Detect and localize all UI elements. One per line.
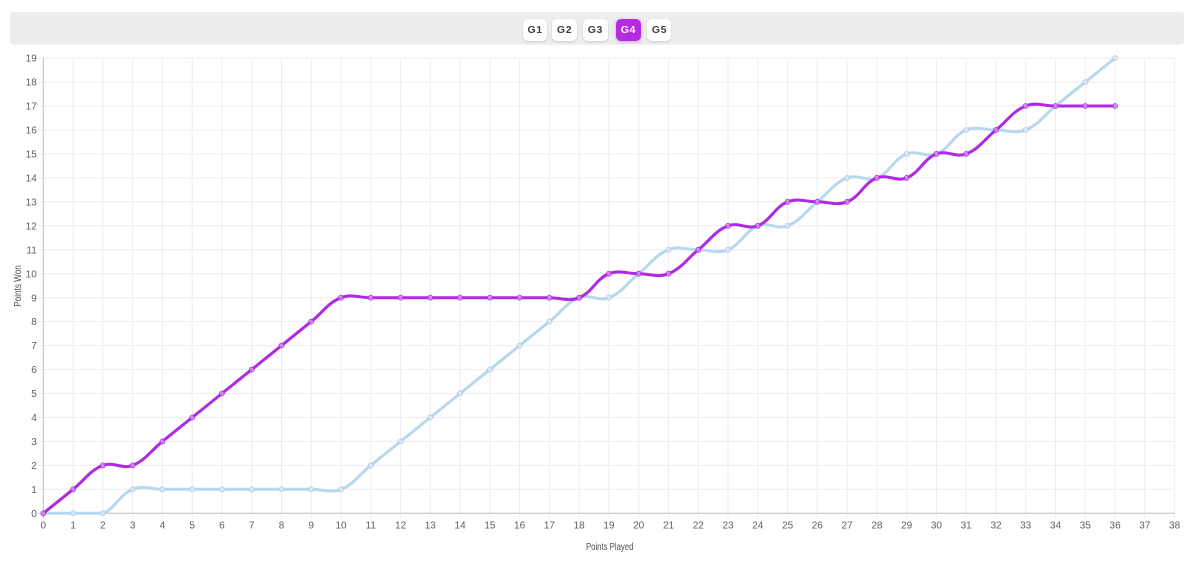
svg-text:4: 4 [160, 521, 166, 532]
svg-text:0: 0 [41, 521, 47, 532]
svg-text:14: 14 [455, 521, 467, 532]
svg-text:1: 1 [70, 521, 76, 532]
svg-text:19: 19 [603, 521, 615, 532]
svg-text:12: 12 [26, 221, 38, 232]
svg-text:35: 35 [1080, 521, 1092, 532]
svg-text:16: 16 [514, 521, 526, 532]
svg-text:28: 28 [871, 521, 883, 532]
svg-text:10: 10 [335, 521, 347, 532]
svg-text:26: 26 [812, 521, 824, 532]
svg-text:7: 7 [249, 521, 255, 532]
svg-text:11: 11 [366, 521, 377, 532]
svg-text:18: 18 [574, 521, 586, 532]
svg-text:17: 17 [544, 521, 556, 532]
svg-text:29: 29 [901, 521, 913, 532]
svg-text:18: 18 [26, 78, 38, 89]
svg-text:Points Won: Points Won [13, 265, 24, 307]
svg-text:23: 23 [722, 521, 734, 532]
svg-text:21: 21 [663, 521, 675, 532]
svg-text:27: 27 [842, 521, 854, 532]
svg-text:13: 13 [425, 521, 437, 532]
svg-text:20: 20 [633, 521, 645, 532]
svg-text:38: 38 [1169, 521, 1181, 532]
svg-text:7: 7 [31, 341, 37, 352]
svg-text:37: 37 [1139, 521, 1151, 532]
svg-text:2: 2 [31, 461, 37, 472]
svg-text:6: 6 [31, 365, 37, 376]
svg-text:25: 25 [782, 521, 794, 532]
svg-text:32: 32 [990, 521, 1002, 532]
svg-text:8: 8 [279, 521, 285, 532]
svg-text:2: 2 [100, 521, 106, 532]
svg-text:0: 0 [31, 509, 37, 520]
svg-text:1: 1 [31, 485, 37, 496]
svg-text:24: 24 [752, 521, 764, 532]
svg-text:36: 36 [1110, 521, 1122, 532]
svg-text:5: 5 [31, 389, 37, 400]
svg-text:34: 34 [1050, 521, 1062, 532]
svg-text:15: 15 [484, 521, 496, 532]
svg-text:16: 16 [26, 126, 38, 137]
svg-text:9: 9 [31, 293, 37, 304]
svg-text:14: 14 [26, 174, 38, 185]
svg-text:31: 31 [961, 521, 973, 532]
svg-text:6: 6 [219, 521, 225, 532]
svg-text:15: 15 [26, 150, 38, 161]
svg-text:30: 30 [931, 521, 943, 532]
svg-text:8: 8 [31, 317, 37, 328]
svg-text:10: 10 [26, 269, 38, 280]
svg-text:3: 3 [31, 437, 37, 448]
svg-text:9: 9 [308, 521, 314, 532]
svg-text:13: 13 [26, 197, 38, 208]
svg-text:5: 5 [189, 521, 195, 532]
svg-text:4: 4 [31, 413, 37, 424]
svg-text:3: 3 [130, 521, 136, 532]
svg-text:33: 33 [1020, 521, 1032, 532]
svg-text:17: 17 [26, 102, 38, 113]
svg-text:12: 12 [395, 521, 407, 532]
svg-text:19: 19 [26, 54, 38, 65]
svg-text:22: 22 [693, 521, 705, 532]
svg-text:11: 11 [26, 245, 37, 256]
svg-text:Points Played: Points Played [586, 542, 634, 553]
